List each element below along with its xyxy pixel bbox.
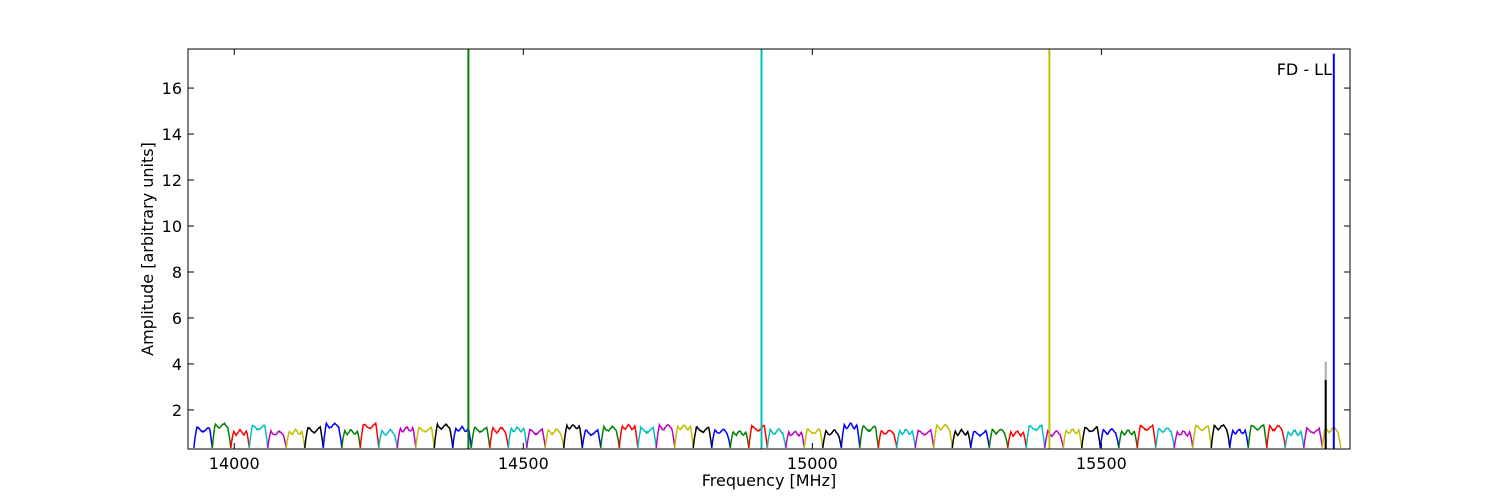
subband-trace	[729, 430, 750, 449]
subband-trace	[230, 428, 251, 449]
subband-trace	[563, 422, 584, 448]
subband-trace	[674, 424, 695, 448]
subband-trace	[822, 428, 843, 449]
subband-trace	[1229, 428, 1250, 448]
subband-trace	[267, 428, 288, 449]
subband-trace	[1247, 424, 1268, 448]
x-axis-label: Frequency [MHz]	[702, 471, 836, 490]
subband-trace	[877, 429, 898, 449]
y-tick-label: 2	[172, 401, 182, 420]
x-tick-label: 14500	[498, 454, 549, 473]
subband-trace	[970, 429, 991, 449]
subband-trace	[1007, 429, 1028, 449]
y-axis-label: Amplitude [arbitrary units]	[138, 142, 157, 356]
subband-trace	[433, 421, 454, 448]
subband-trace	[415, 426, 436, 448]
subband-trace	[581, 428, 602, 449]
subband-trace	[1099, 428, 1120, 449]
subband-trace	[285, 427, 306, 449]
y-tick-label: 4	[172, 355, 182, 374]
subband-trace	[359, 421, 380, 448]
subband-trace	[618, 423, 639, 448]
subband-trace	[859, 425, 880, 448]
subband-trace	[655, 422, 676, 448]
subband-trace	[1173, 429, 1194, 449]
subband-trace	[1025, 423, 1046, 448]
subband-trace	[1303, 426, 1324, 448]
subband-trace	[766, 427, 787, 449]
subband-trace	[322, 421, 343, 448]
y-tick-label: 16	[162, 79, 182, 98]
spike-layer	[467, 49, 1335, 449]
subband-trace	[840, 422, 861, 448]
subband-trace	[211, 421, 232, 448]
subband-trace	[988, 428, 1009, 449]
subband-trace	[507, 425, 528, 448]
y-tick-label: 12	[162, 171, 182, 190]
subband-trace	[1192, 424, 1213, 448]
subband-trace	[933, 423, 954, 448]
x-tick-label: 15000	[787, 454, 838, 473]
subband-trace	[1210, 423, 1231, 448]
y-axis: 2 4 6 8 10 12 14 16	[162, 79, 1350, 420]
subband-trace	[526, 427, 547, 448]
series-layer	[193, 421, 1342, 449]
subband-trace	[1266, 423, 1287, 448]
subband-trace	[341, 428, 362, 449]
subband-trace	[248, 424, 269, 448]
subband-trace	[896, 428, 917, 448]
subband-trace	[748, 424, 769, 448]
y-tick-label: 8	[172, 263, 182, 282]
subband-trace	[1044, 428, 1065, 449]
x-axis: 14000 14500 15000 15500	[209, 49, 1127, 473]
y-tick-label: 10	[162, 217, 182, 236]
subband-trace	[692, 426, 713, 448]
subband-trace	[785, 429, 806, 449]
subband-trace	[637, 425, 658, 448]
subband-trace	[378, 428, 399, 449]
plot-frame	[187, 48, 1351, 450]
y-tick-label: 6	[172, 309, 182, 328]
subband-trace	[1118, 429, 1139, 449]
x-tick-label: 15500	[1076, 454, 1127, 473]
subband-trace	[1062, 427, 1083, 448]
subband-trace	[544, 428, 565, 449]
subband-trace	[951, 428, 972, 449]
subband-trace	[304, 425, 325, 448]
corner-annotation: FD - LL	[1277, 60, 1332, 79]
subband-trace	[803, 428, 824, 448]
subband-trace	[914, 428, 935, 449]
subband-trace	[1136, 423, 1157, 448]
x-tick-label: 14000	[209, 454, 260, 473]
subband-trace	[600, 424, 621, 448]
subband-trace	[193, 425, 214, 448]
subband-trace	[1081, 425, 1102, 448]
subband-trace	[711, 428, 732, 449]
y-tick-label: 14	[162, 125, 182, 144]
subband-trace	[1284, 429, 1305, 449]
subband-trace	[396, 425, 417, 448]
subband-trace	[470, 425, 491, 448]
subband-trace	[1155, 427, 1176, 449]
subband-trace	[489, 426, 510, 449]
